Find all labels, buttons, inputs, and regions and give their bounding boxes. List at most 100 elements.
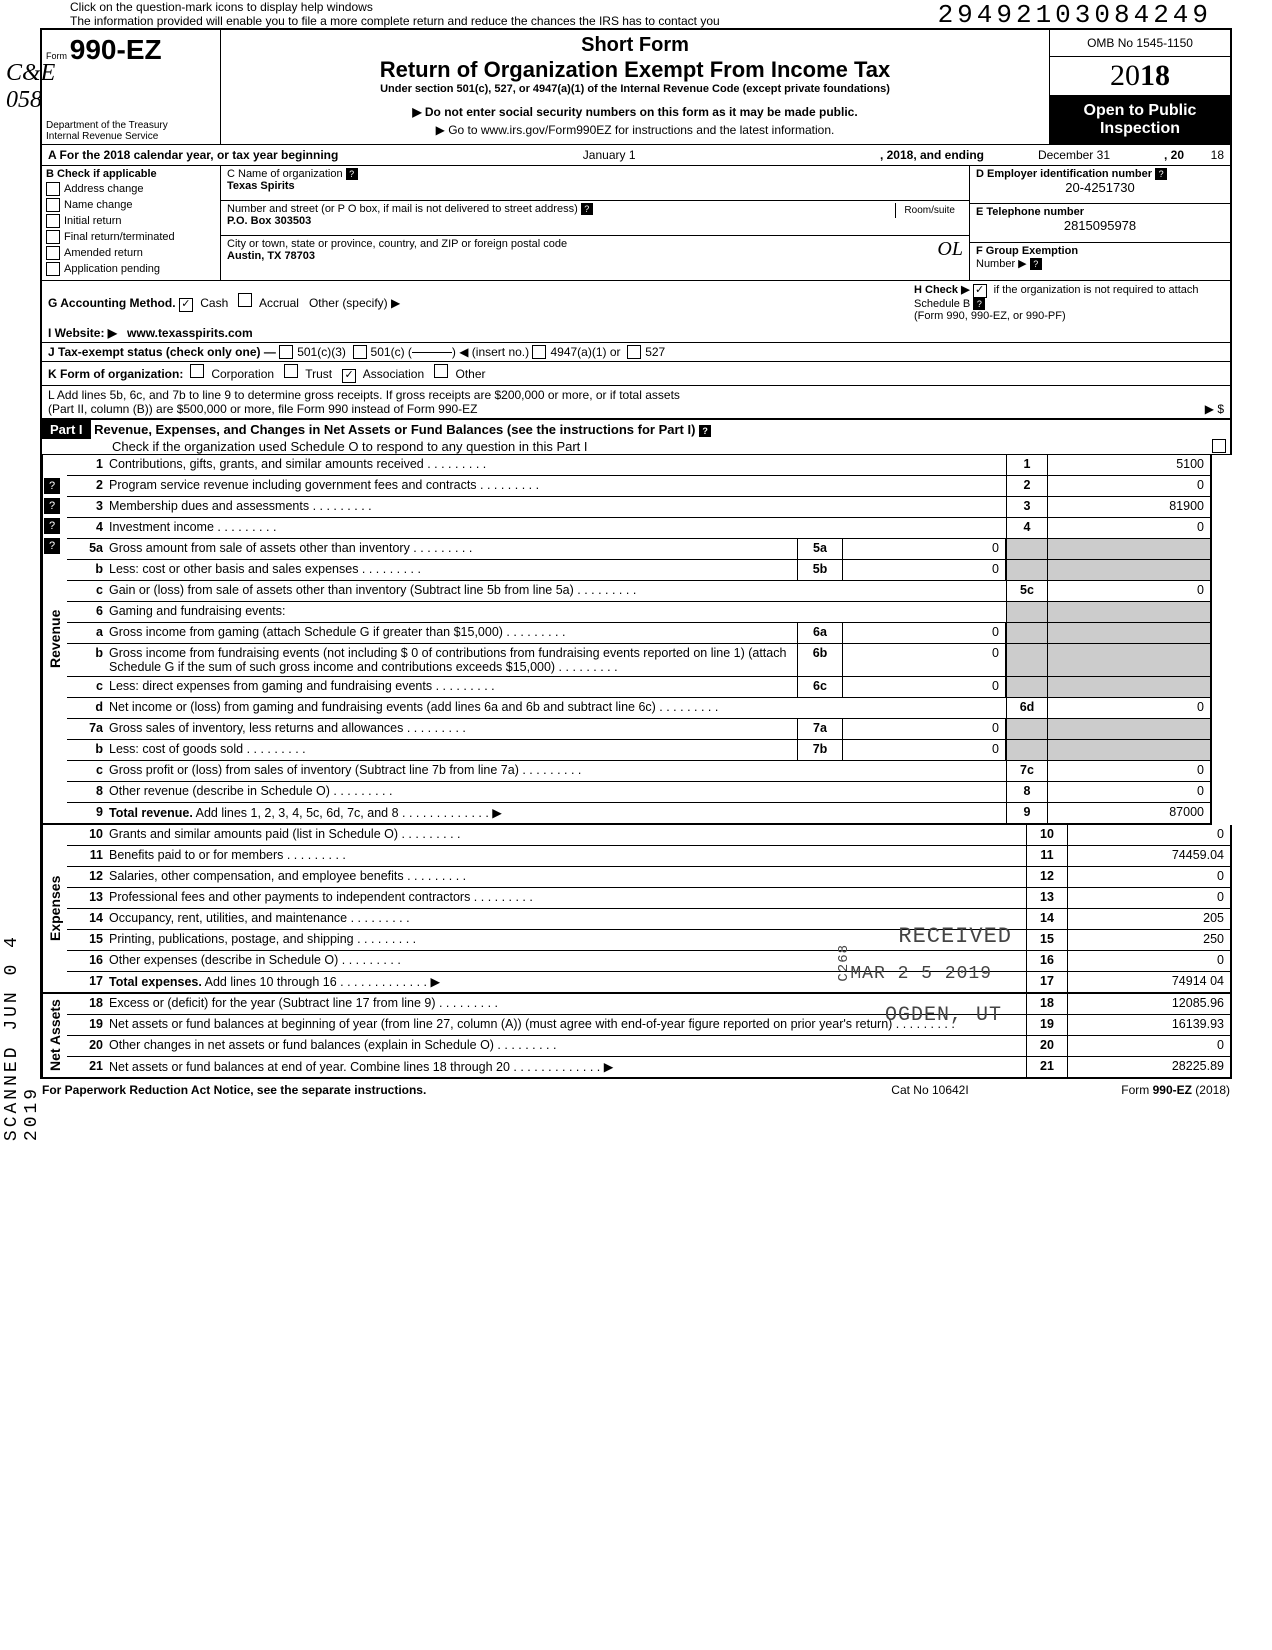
501c3-checkbox[interactable]	[279, 345, 293, 359]
table-row: 21Net assets or fund balances at end of …	[67, 1057, 1230, 1077]
table-row: 10Grants and similar amounts paid (list …	[67, 825, 1230, 846]
end-line-number	[1006, 623, 1048, 643]
checkbox-row: Initial return	[46, 214, 216, 228]
form-org-label: Other	[456, 367, 486, 381]
checkbox[interactable]	[46, 214, 60, 228]
4947-checkbox[interactable]	[532, 345, 546, 359]
end-line-value: 0	[1048, 698, 1210, 718]
end-line-value	[1048, 719, 1210, 739]
mid-line-value: 0	[843, 677, 1006, 697]
checkbox[interactable]	[46, 262, 60, 276]
form-org-checkbox[interactable]	[342, 369, 356, 383]
527-checkbox[interactable]	[627, 345, 641, 359]
line-number: b	[67, 644, 109, 676]
end-line-number: 4	[1006, 518, 1048, 538]
section-b-checkboxes: B Check if applicable Address changeName…	[42, 166, 221, 280]
line-number: 21	[67, 1057, 109, 1077]
checkbox-label: Final return/terminated	[64, 231, 175, 243]
mid-line-value: 0	[843, 719, 1006, 739]
website-label: I Website: ▶	[48, 326, 117, 340]
end-line-value: 74914 04	[1068, 972, 1230, 992]
line-number: 17	[67, 972, 109, 992]
501c-checkbox[interactable]	[353, 345, 367, 359]
checkbox-row: Final return/terminated	[46, 230, 216, 244]
end-line-number	[1006, 719, 1048, 739]
checkbox[interactable]	[46, 230, 60, 244]
checkbox[interactable]	[46, 182, 60, 196]
line-description: Total revenue. Add lines 1, 2, 3, 4, 5c,…	[109, 803, 1006, 823]
end-line-number: 2	[1006, 476, 1048, 496]
end-line-value	[1048, 644, 1210, 676]
initials: OL	[937, 238, 963, 261]
line-number: 14	[67, 909, 109, 929]
table-row: 1Contributions, gifts, grants, and simil…	[67, 455, 1210, 476]
street-label: Number and street (or P O box, if mail i…	[227, 203, 578, 215]
schedule-o-checkbox[interactable]	[1212, 439, 1226, 453]
website-value: www.texasspirits.com	[127, 326, 253, 340]
checkbox[interactable]	[46, 198, 60, 212]
end-line-value	[1048, 602, 1210, 622]
end-line-value: 0	[1068, 825, 1230, 845]
dept-line-2: Internal Revenue Service	[46, 131, 216, 142]
line-number: 6	[67, 602, 109, 622]
end-line-value: 205	[1068, 909, 1230, 929]
end-line-number	[1006, 602, 1048, 622]
end-line-value: 0	[1048, 761, 1210, 781]
accrual-checkbox[interactable]	[238, 293, 252, 307]
help-icon[interactable]: ?	[346, 168, 358, 180]
form-ref: Form 990-EZ (2018)	[1030, 1083, 1230, 1097]
cash-label: Cash	[200, 296, 228, 310]
form-org-checkbox[interactable]	[190, 364, 204, 378]
help-icon[interactable]: ?	[1155, 168, 1167, 180]
end-line-number: 17	[1026, 972, 1068, 992]
form-title: Return of Organization Exempt From Incom…	[227, 57, 1043, 83]
line-description: Gross amount from sale of assets other t…	[109, 539, 797, 559]
checkbox-row: Amended return	[46, 246, 216, 260]
line-description: Printing, publications, postage, and shi…	[109, 930, 1026, 950]
line-l-text2: (Part II, column (B)) are $500,000 or mo…	[48, 402, 478, 416]
line-number: 12	[67, 867, 109, 887]
checkbox-label: Name change	[64, 199, 133, 211]
table-row: 11Benefits paid to or for members . . . …	[67, 846, 1230, 867]
line-l-text1: L Add lines 5b, 6c, and 7b to line 9 to …	[48, 388, 1224, 402]
form-org-checkbox[interactable]	[284, 364, 298, 378]
help-icon[interactable]: ?	[1030, 258, 1042, 270]
checkbox[interactable]	[46, 246, 60, 260]
table-row: 8Other revenue (describe in Schedule O) …	[67, 782, 1210, 803]
table-row: bLess: cost or other basis and sales exp…	[67, 560, 1210, 581]
end-line-number: 9	[1006, 803, 1048, 823]
end-line-number: 1	[1006, 455, 1048, 475]
end-line-value: 28225.89	[1068, 1057, 1230, 1077]
mid-line-number: 7b	[797, 740, 843, 760]
form-org-label: Association	[363, 367, 424, 381]
mid-line-number: 6a	[797, 623, 843, 643]
part-1-checkline: Check if the organization used Schedule …	[112, 439, 588, 454]
table-row: cGross profit or (loss) from sales of in…	[67, 761, 1210, 782]
form-org-checkbox[interactable]	[434, 364, 448, 378]
line-description: Gaming and fundraising events:	[109, 602, 1006, 622]
scanned-stamp: SCANNED JUN 0 4 2019	[2, 870, 42, 1141]
cash-checkbox[interactable]	[179, 298, 193, 312]
end-line-value: 0	[1048, 581, 1210, 601]
end-line-value	[1048, 560, 1210, 580]
revenue-table: Revenue 1Contributions, gifts, grants, a…	[40, 455, 1212, 825]
end-line-value: 81900	[1048, 497, 1210, 517]
help-icon[interactable]: ?	[581, 203, 593, 215]
line-number: 5a	[67, 539, 109, 559]
line-number: c	[67, 761, 109, 781]
omb-number: OMB No 1545-1150	[1050, 30, 1230, 57]
line-g-label: G Accounting Method.	[48, 296, 176, 310]
form-org-label: Trust	[305, 367, 332, 381]
end-line-number: 18	[1026, 994, 1068, 1014]
form-org-label: Corporation	[211, 367, 274, 381]
help-icon[interactable]: ?	[699, 425, 711, 437]
end-line-value	[1048, 539, 1210, 559]
line-description: Excess or (deficit) for the year (Subtra…	[109, 994, 1026, 1014]
schedule-b-checkbox[interactable]	[973, 284, 987, 298]
help-icon[interactable]: ?	[973, 298, 985, 310]
other-method-label: Other (specify) ▶	[309, 296, 400, 310]
line-number: 9	[67, 803, 109, 823]
line-description: Less: cost of goods sold . . . . . . . .…	[109, 740, 797, 760]
end-line-number: 19	[1026, 1015, 1068, 1035]
end-line-value: 0	[1048, 518, 1210, 538]
